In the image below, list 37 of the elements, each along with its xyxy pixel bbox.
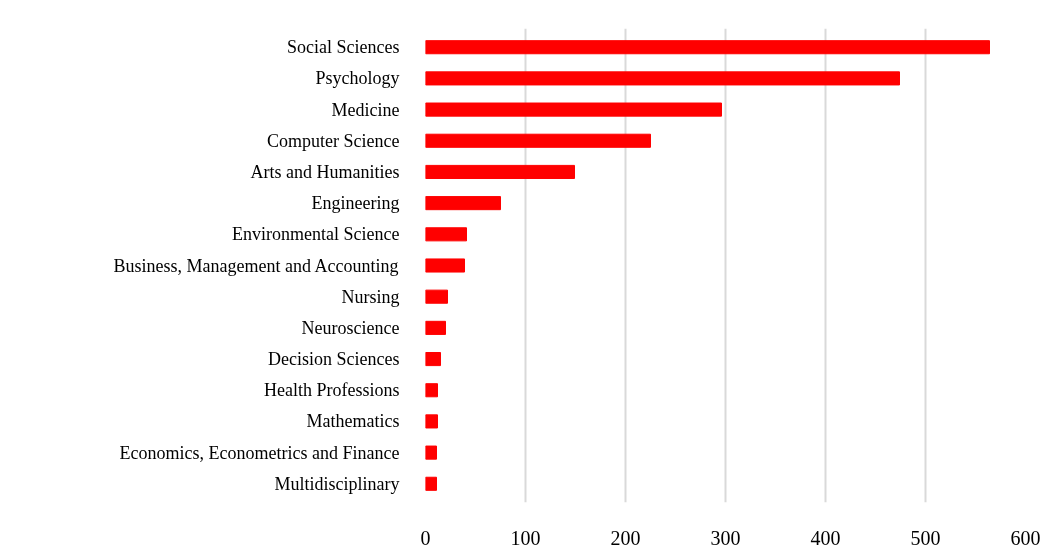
y-tick-label: Psychology bbox=[315, 68, 400, 89]
y-tick-label: Health Professions bbox=[264, 380, 400, 401]
bar bbox=[425, 320, 446, 335]
bar bbox=[425, 258, 465, 273]
y-tick-label: Neuroscience bbox=[301, 317, 400, 338]
x-tick-label: 300 bbox=[710, 526, 741, 549]
bar bbox=[425, 71, 900, 86]
y-tick-label: Business, Management and Accounting bbox=[113, 255, 399, 276]
bar bbox=[425, 476, 437, 491]
y-tick-label: Economics, Econometrics and Finance bbox=[119, 442, 400, 463]
x-tick-label: 600 bbox=[1010, 526, 1041, 549]
y-tick-label: Arts and Humanities bbox=[250, 161, 400, 182]
bar bbox=[425, 164, 575, 179]
y-tick-label: Computer Science bbox=[267, 130, 400, 151]
bar bbox=[425, 352, 441, 367]
bar bbox=[425, 227, 467, 242]
x-tick-label: 200 bbox=[610, 526, 641, 549]
bar bbox=[425, 414, 438, 429]
y-tick-label: Nursing bbox=[341, 286, 400, 307]
x-tick-label: 500 bbox=[910, 526, 941, 549]
y-tick-label: Engineering bbox=[311, 193, 400, 214]
bar bbox=[425, 289, 448, 304]
x-tick-label: 0 bbox=[420, 526, 431, 549]
bar bbox=[425, 40, 990, 55]
y-tick-label: Environmental Science bbox=[232, 224, 400, 245]
bar bbox=[425, 445, 437, 460]
y-tick-label: Multidisciplinary bbox=[274, 473, 400, 494]
y-tick-label: Decision Sciences bbox=[268, 349, 400, 370]
x-tick-label: 400 bbox=[810, 526, 841, 549]
y-tick-label: Medicine bbox=[331, 99, 400, 120]
x-tick-label: 100 bbox=[510, 526, 541, 549]
y-tick-label: Mathematics bbox=[306, 411, 400, 432]
bar bbox=[425, 102, 722, 117]
bar bbox=[425, 133, 651, 148]
bar bbox=[425, 196, 501, 211]
y-tick-label: Social Sciences bbox=[287, 37, 400, 58]
bar bbox=[425, 383, 438, 398]
